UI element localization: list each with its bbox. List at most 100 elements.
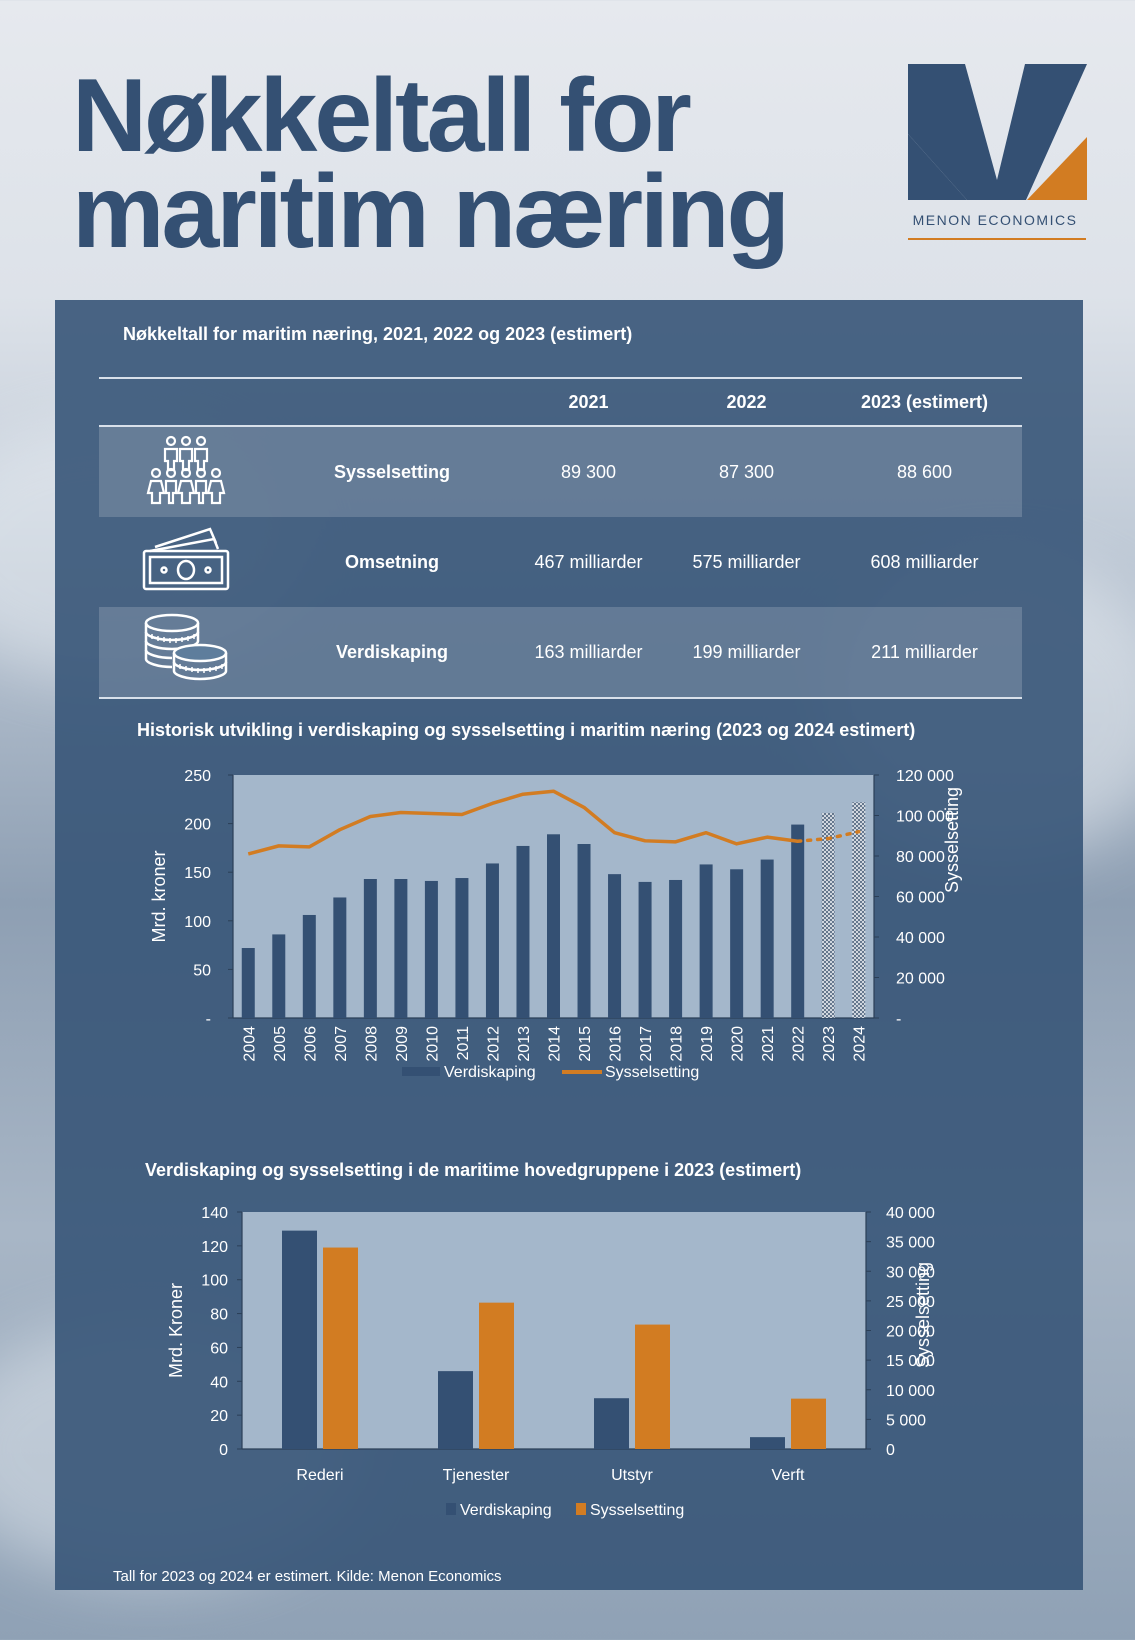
y2-tick-label: 30 000 [886,1264,935,1281]
bar-verdiskaping [272,934,286,1018]
y-tick-label: 250 [184,768,211,785]
x-tick-label: 2024 [852,1026,869,1062]
x-tick-label: Utstyr [611,1467,653,1484]
bar-verdiskaping [852,802,866,1018]
y2-tick-label: 15 000 [886,1353,935,1370]
bar-verdiskaping [791,824,805,1018]
bar-verdiskaping [669,879,683,1018]
x-tick-label: 2009 [394,1026,411,1062]
logo-text: MENON ECONOMICS [912,212,1078,228]
row-label-omsetning: Omsetning [344,551,439,572]
y2-tick-label: 40 000 [896,930,945,947]
x-tick-label: Rederi [296,1467,343,1484]
coins-icon [144,613,228,680]
y2-tick-label: 80 000 [896,849,945,866]
y2-tick-label: 20 000 [896,971,945,988]
y2-tick-label: 60 000 [896,890,945,907]
y2-axis-label: Sysselsetting [942,787,962,893]
bar-verdiskaping [750,1437,785,1449]
x-tick-label: Tjenester [443,1467,510,1484]
x-tick-label: 2010 [424,1026,441,1062]
bar-verdiskaping [282,1230,317,1449]
legend-label: Verdiskaping [460,1502,552,1519]
x-tick-label: Verft [772,1467,805,1484]
cell-value: 467 milliarder [534,551,643,572]
x-tick-label: 2006 [302,1026,319,1062]
bar-verdiskaping [608,874,622,1018]
x-tick-label: 2020 [730,1026,747,1062]
line-sysselsetting [247,789,798,856]
page-title: Nøkkeltall for maritim næring [72,64,790,264]
bar-verdiskaping [516,845,530,1018]
bar-verdiskaping [594,1398,629,1449]
x-tick-label: 2011 [455,1026,472,1061]
logo-underline [908,238,1086,240]
header-2022: 2022 [666,377,827,427]
x-tick-label: 2007 [333,1026,350,1062]
cell-value: 88 600 [827,426,1022,517]
legend-label: Sysselsetting [590,1502,684,1519]
bar-verdiskaping [333,897,347,1018]
legend-swatch-verdiskaping [446,1503,456,1515]
bar-verdiskaping [547,834,560,1018]
line-sysselsetting-estimated [795,829,861,843]
people-icon [146,435,226,504]
y2-tick-label: 25 000 [886,1294,935,1311]
cell-value: 575 milliarder [692,551,801,572]
table-row: Verdiskaping 163 milliarder 199 milliard… [99,607,1022,699]
footnote: Tall for 2023 og 2024 er estimert. Kilde… [113,1568,502,1585]
bar-sysselsetting [479,1302,514,1449]
legend-swatch-verdiskaping [402,1067,440,1076]
y-tick-label: 40 [210,1374,228,1391]
cell-value: 163 milliarder [511,607,666,699]
chart1-title: Historisk utvikling i verdiskaping og sy… [137,720,916,740]
legend-label: Verdiskaping [444,1064,536,1081]
x-tick-label: 2004 [241,1026,258,1062]
bar-verdiskaping [363,879,377,1018]
historical-chart: - 50 100 150 200 250 - 20 000 40 000 60 000 80 000… [149,768,962,1081]
x-tick-label: 2014 [547,1026,564,1062]
group-chart: 0 20 40 60 80 100 120 140 0 5 000 10 000 15 000 20 0… [166,1205,935,1519]
y2-tick-label: 10 000 [886,1383,935,1400]
bar-verdiskaping [760,859,774,1018]
x-tick-label: 2023 [821,1026,838,1062]
menon-logo-icon [908,64,1087,200]
key-figures-table: 2021 2022 2023 (estimert) [99,377,1022,699]
row-label-verdiskaping: Verdiskaping [273,607,511,699]
x-tick-label: 2016 [608,1026,625,1062]
bar-sysselsetting [323,1247,358,1449]
y2-tick-label: 120 000 [896,768,954,785]
y2-tick-label: 5 000 [886,1412,926,1429]
title-line-2: maritim næring [72,154,790,270]
x-tick-label: 2005 [272,1026,289,1062]
bar-verdiskaping [241,948,255,1018]
header-2023: 2023 (estimert) [827,377,1022,427]
y-axis-label: Mrd. kroner [149,850,169,942]
y2-tick-label: 0 [886,1442,895,1459]
cell-value: 211 milliarder [827,607,1022,699]
header-2021: 2021 [511,377,666,427]
bar-verdiskaping [438,1371,473,1449]
table-title: Nøkkeltall for maritim næring, 2021, 202… [123,324,633,344]
y-tick-label: 60 [210,1340,228,1357]
y-tick-label: 140 [201,1205,228,1222]
y2-tick-label: 100 000 [896,809,954,826]
x-tick-label: 2018 [669,1026,686,1062]
y-tick-label: 100 [184,914,211,931]
row-label-sysselsetting: Sysselsetting [273,426,511,517]
bar-verdiskaping [821,812,835,1018]
y2-tick-label: 35 000 [886,1235,935,1252]
y-tick-label: 120 [201,1239,228,1256]
table-header-row: 2021 2022 2023 (estimert) [99,377,1022,427]
y-axis-label: Mrd. Kroner [166,1283,186,1378]
y-tick-label: 150 [184,865,211,882]
y2-tick-label: - [896,1011,901,1028]
x-tick-label: 2012 [485,1026,502,1062]
title-line-1: Nøkkeltall for [72,58,692,174]
x-tick-label: 2013 [516,1026,533,1062]
y-tick-label: 50 [193,962,211,979]
x-tick-label: 2008 [363,1026,380,1062]
y-tick-label: 0 [219,1442,228,1459]
x-tick-label: 2017 [638,1026,655,1062]
bar-verdiskaping [638,881,652,1018]
